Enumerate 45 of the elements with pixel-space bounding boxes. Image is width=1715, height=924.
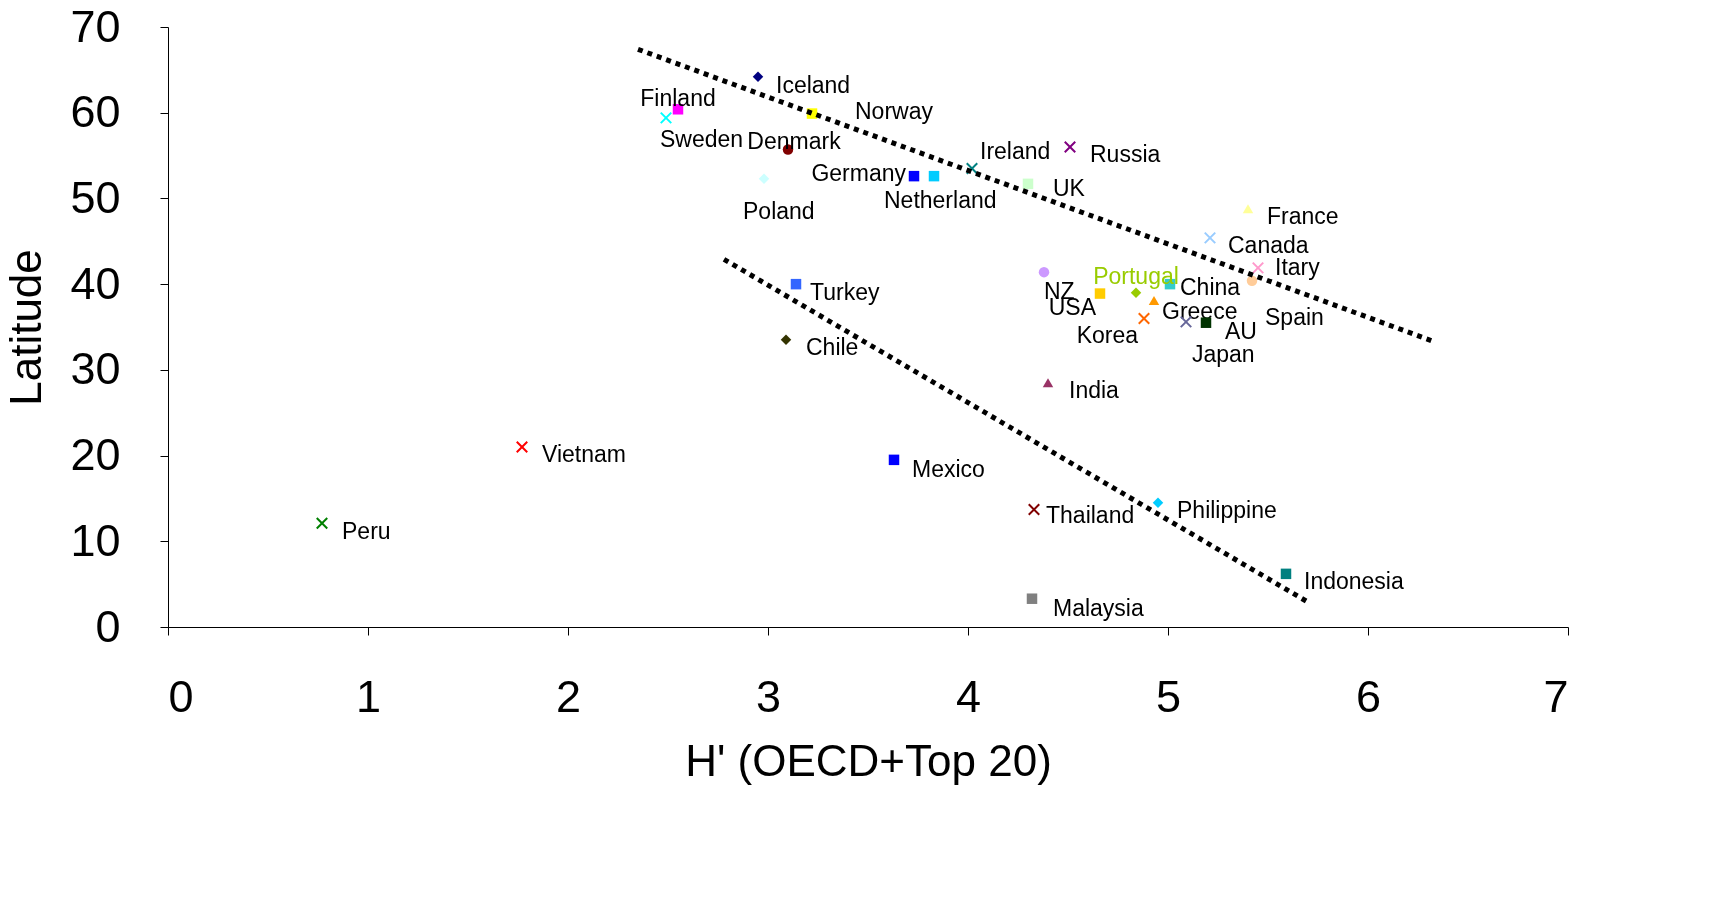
series-label: Korea — [1076, 322, 1139, 349]
y-tick-label: 40 — [70, 257, 121, 309]
x-axis-title: H' (OECD+Top 20) — [685, 735, 1052, 785]
series-label: Vietnam — [542, 441, 626, 467]
series-label: Mexico — [912, 455, 985, 482]
x-tick-label: 6 — [1355, 670, 1382, 722]
series-label: Spain — [1265, 303, 1324, 330]
series-label: Denmark — [747, 127, 842, 154]
series-label: Russia — [1090, 141, 1161, 167]
y-tick-label: 70 — [70, 0, 121, 52]
series-label: Thailand — [1046, 501, 1135, 528]
series-label: Japan — [1192, 340, 1255, 367]
series-label: Netherland — [884, 187, 997, 214]
x-tick-label: 4 — [955, 670, 982, 722]
series-label: Norway — [855, 97, 934, 124]
series-label: Finland — [640, 85, 716, 112]
series-label: Malaysia — [1053, 594, 1144, 621]
x-tick-label: 0 — [168, 670, 194, 722]
series-label: China — [1180, 274, 1241, 301]
series-label: Poland — [743, 197, 815, 224]
y-tick-label: 20 — [70, 429, 121, 481]
x-tick-label: 3 — [755, 670, 782, 722]
y-tick-label: 30 — [70, 343, 121, 395]
y-tick-label: 0 — [95, 600, 121, 652]
series-label: India — [1069, 376, 1120, 403]
series-label: UK — [1053, 174, 1086, 201]
series-label: Germany — [811, 160, 907, 187]
series-label: Ireland — [980, 138, 1051, 165]
y-tick-label: 60 — [70, 86, 121, 138]
series-label: Indonesia — [1304, 567, 1404, 594]
series-label: France — [1267, 202, 1339, 229]
series-label: Philippine — [1177, 496, 1277, 523]
y-tick-label: 10 — [70, 514, 121, 566]
series-label: Sweden — [660, 125, 744, 152]
x-tick-label: 1 — [355, 670, 382, 722]
series-label: Chile — [806, 333, 859, 360]
series-label: Turkey — [810, 279, 880, 306]
y-tick-label: 50 — [70, 171, 121, 223]
series-label: Portugal — [1093, 262, 1179, 289]
x-tick-label: 5 — [1155, 670, 1182, 722]
x-tick-label: 7 — [1543, 670, 1569, 722]
series-label: Peru — [342, 518, 391, 545]
x-tick-label: 2 — [555, 670, 582, 722]
series-label: Iceland — [776, 71, 851, 98]
y-axis-title: Latitude — [1, 249, 51, 406]
